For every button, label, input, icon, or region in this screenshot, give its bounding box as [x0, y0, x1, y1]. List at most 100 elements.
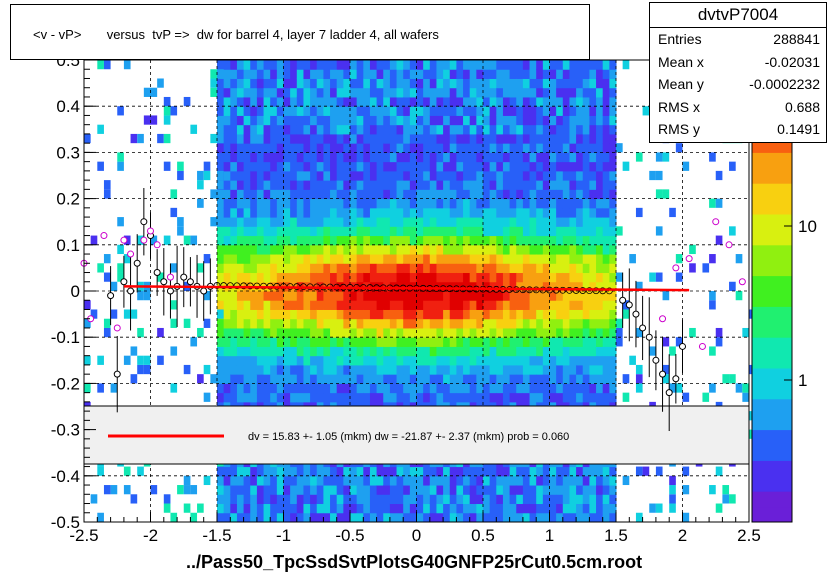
heat-cell	[502, 392, 511, 403]
heat-cell	[310, 374, 318, 384]
heat-cell	[469, 198, 477, 209]
heat-cell	[396, 180, 404, 190]
heat-cell	[276, 291, 284, 301]
heat-cell	[330, 364, 338, 375]
heat-cell	[489, 226, 497, 237]
heat-cell	[316, 143, 324, 153]
heat-cell	[296, 318, 304, 329]
heat-cell	[562, 291, 570, 301]
heat-cell	[436, 346, 444, 357]
heat-cell	[496, 254, 504, 264]
heat-cell	[602, 152, 610, 163]
heat-cell	[476, 300, 484, 310]
heat-cell	[576, 115, 584, 126]
heat-cell	[423, 254, 431, 264]
heat-cell	[556, 180, 564, 190]
heat-cell	[522, 217, 531, 227]
heat-cell	[197, 170, 204, 181]
heat-cell	[243, 235, 251, 246]
heat-cell	[542, 244, 550, 255]
heat-cell	[582, 189, 590, 200]
heat-cell	[223, 254, 231, 264]
heat-cell	[396, 485, 404, 495]
profile-point	[200, 287, 208, 295]
heat-cell	[203, 291, 211, 301]
heat-cell	[516, 60, 524, 70]
heat-cell	[443, 392, 451, 403]
heat-cell	[250, 133, 258, 144]
heat-cell	[662, 364, 670, 375]
heat-cell	[369, 364, 378, 375]
heat-cell	[376, 272, 384, 283]
heat-cell	[383, 512, 391, 523]
heat-cell	[290, 60, 298, 70]
heat-cell	[602, 512, 610, 523]
heat-cell	[529, 392, 537, 403]
heat-cell	[622, 161, 630, 171]
heat-cell	[569, 337, 577, 347]
heat-cell	[536, 346, 544, 357]
heat-cell	[416, 69, 424, 79]
heat-cell	[383, 272, 391, 283]
heat-cell	[416, 152, 424, 163]
heat-cell	[582, 392, 590, 403]
heat-cell	[589, 512, 597, 523]
heat-cell	[296, 512, 304, 523]
heat-cell	[363, 263, 371, 274]
heat-cell	[443, 198, 451, 209]
heat-cell	[336, 180, 344, 190]
heat-cell	[536, 106, 544, 116]
heat-cell	[236, 327, 245, 338]
heat-cell	[263, 170, 271, 181]
heat-cell	[376, 217, 384, 227]
heat-cell	[496, 355, 504, 366]
heat-cell	[256, 87, 265, 98]
heat-cell	[516, 161, 524, 172]
heat-cell	[489, 152, 497, 163]
heat-cell	[283, 106, 291, 116]
heat-cell	[296, 383, 304, 394]
heat-cell	[429, 115, 437, 126]
heat-cell	[483, 327, 491, 338]
heat-cell	[276, 475, 284, 486]
heat-cell	[123, 355, 131, 365]
heat-cell	[429, 161, 437, 172]
heat-cell	[316, 235, 324, 246]
heat-cell	[576, 291, 584, 301]
heat-cell	[316, 346, 324, 357]
heat-cell	[217, 235, 225, 246]
heat-cell	[629, 254, 636, 264]
heat-cell	[396, 291, 404, 301]
heat-cell	[230, 374, 238, 384]
heat-cell	[509, 235, 517, 246]
heat-cell	[403, 309, 411, 320]
heat-cell	[97, 263, 104, 273]
heat-cell	[356, 78, 364, 89]
heat-cell	[582, 180, 590, 190]
stats-row-mean-x: Mean x -0.02031	[658, 53, 820, 70]
heat-cell	[489, 346, 497, 357]
heat-cell	[562, 87, 570, 98]
heat-cell	[409, 254, 417, 264]
heat-cell	[369, 226, 378, 237]
heat-cell	[330, 291, 338, 301]
heat-cell	[522, 494, 531, 505]
heat-cell	[323, 133, 331, 144]
heat-cell	[296, 143, 304, 153]
heat-cell	[236, 254, 245, 264]
heat-cell	[562, 281, 570, 292]
heat-cell	[383, 87, 391, 98]
heat-cell	[562, 60, 570, 70]
heat-cell	[635, 281, 643, 291]
profile-point	[246, 282, 254, 290]
heat-cell	[483, 244, 491, 255]
heat-cell	[423, 226, 431, 237]
heat-cell	[463, 124, 471, 135]
heat-cell	[217, 217, 225, 227]
heat-cell	[236, 96, 245, 107]
heat-cell	[396, 392, 404, 403]
heat-cell	[709, 346, 716, 356]
heat-cell	[582, 309, 590, 320]
heat-cell	[443, 133, 451, 144]
heat-cell	[562, 180, 570, 190]
